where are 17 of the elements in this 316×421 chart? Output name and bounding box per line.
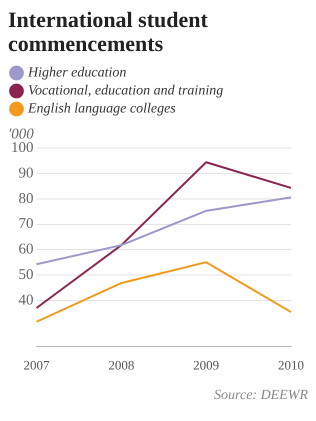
y-tick-label: 70 [18,216,34,232]
y-tick-label: 90 [18,165,34,182]
legend-label: English language colleges [27,102,176,117]
legend-label: Vocational, education and training [28,84,224,99]
x-tick-label: 2009 [193,358,220,373]
y-tick-label: 80 [18,190,34,207]
chart-title: International student commencements [8,7,209,56]
x-tick-label: 2010 [278,358,304,373]
x-tick-label: 2008 [108,358,134,373]
legend-label: Higher education [27,66,126,81]
y-tick-label: 60 [18,242,34,258]
x-tick-label: 2007 [24,358,50,373]
y-tick-label: 50 [18,267,34,284]
source-note: Source: DEEWR [213,388,308,404]
y-tick-label: 40 [18,292,34,309]
y-tick-label: 100 [11,140,34,156]
y-axis-title: '000 [8,126,34,142]
